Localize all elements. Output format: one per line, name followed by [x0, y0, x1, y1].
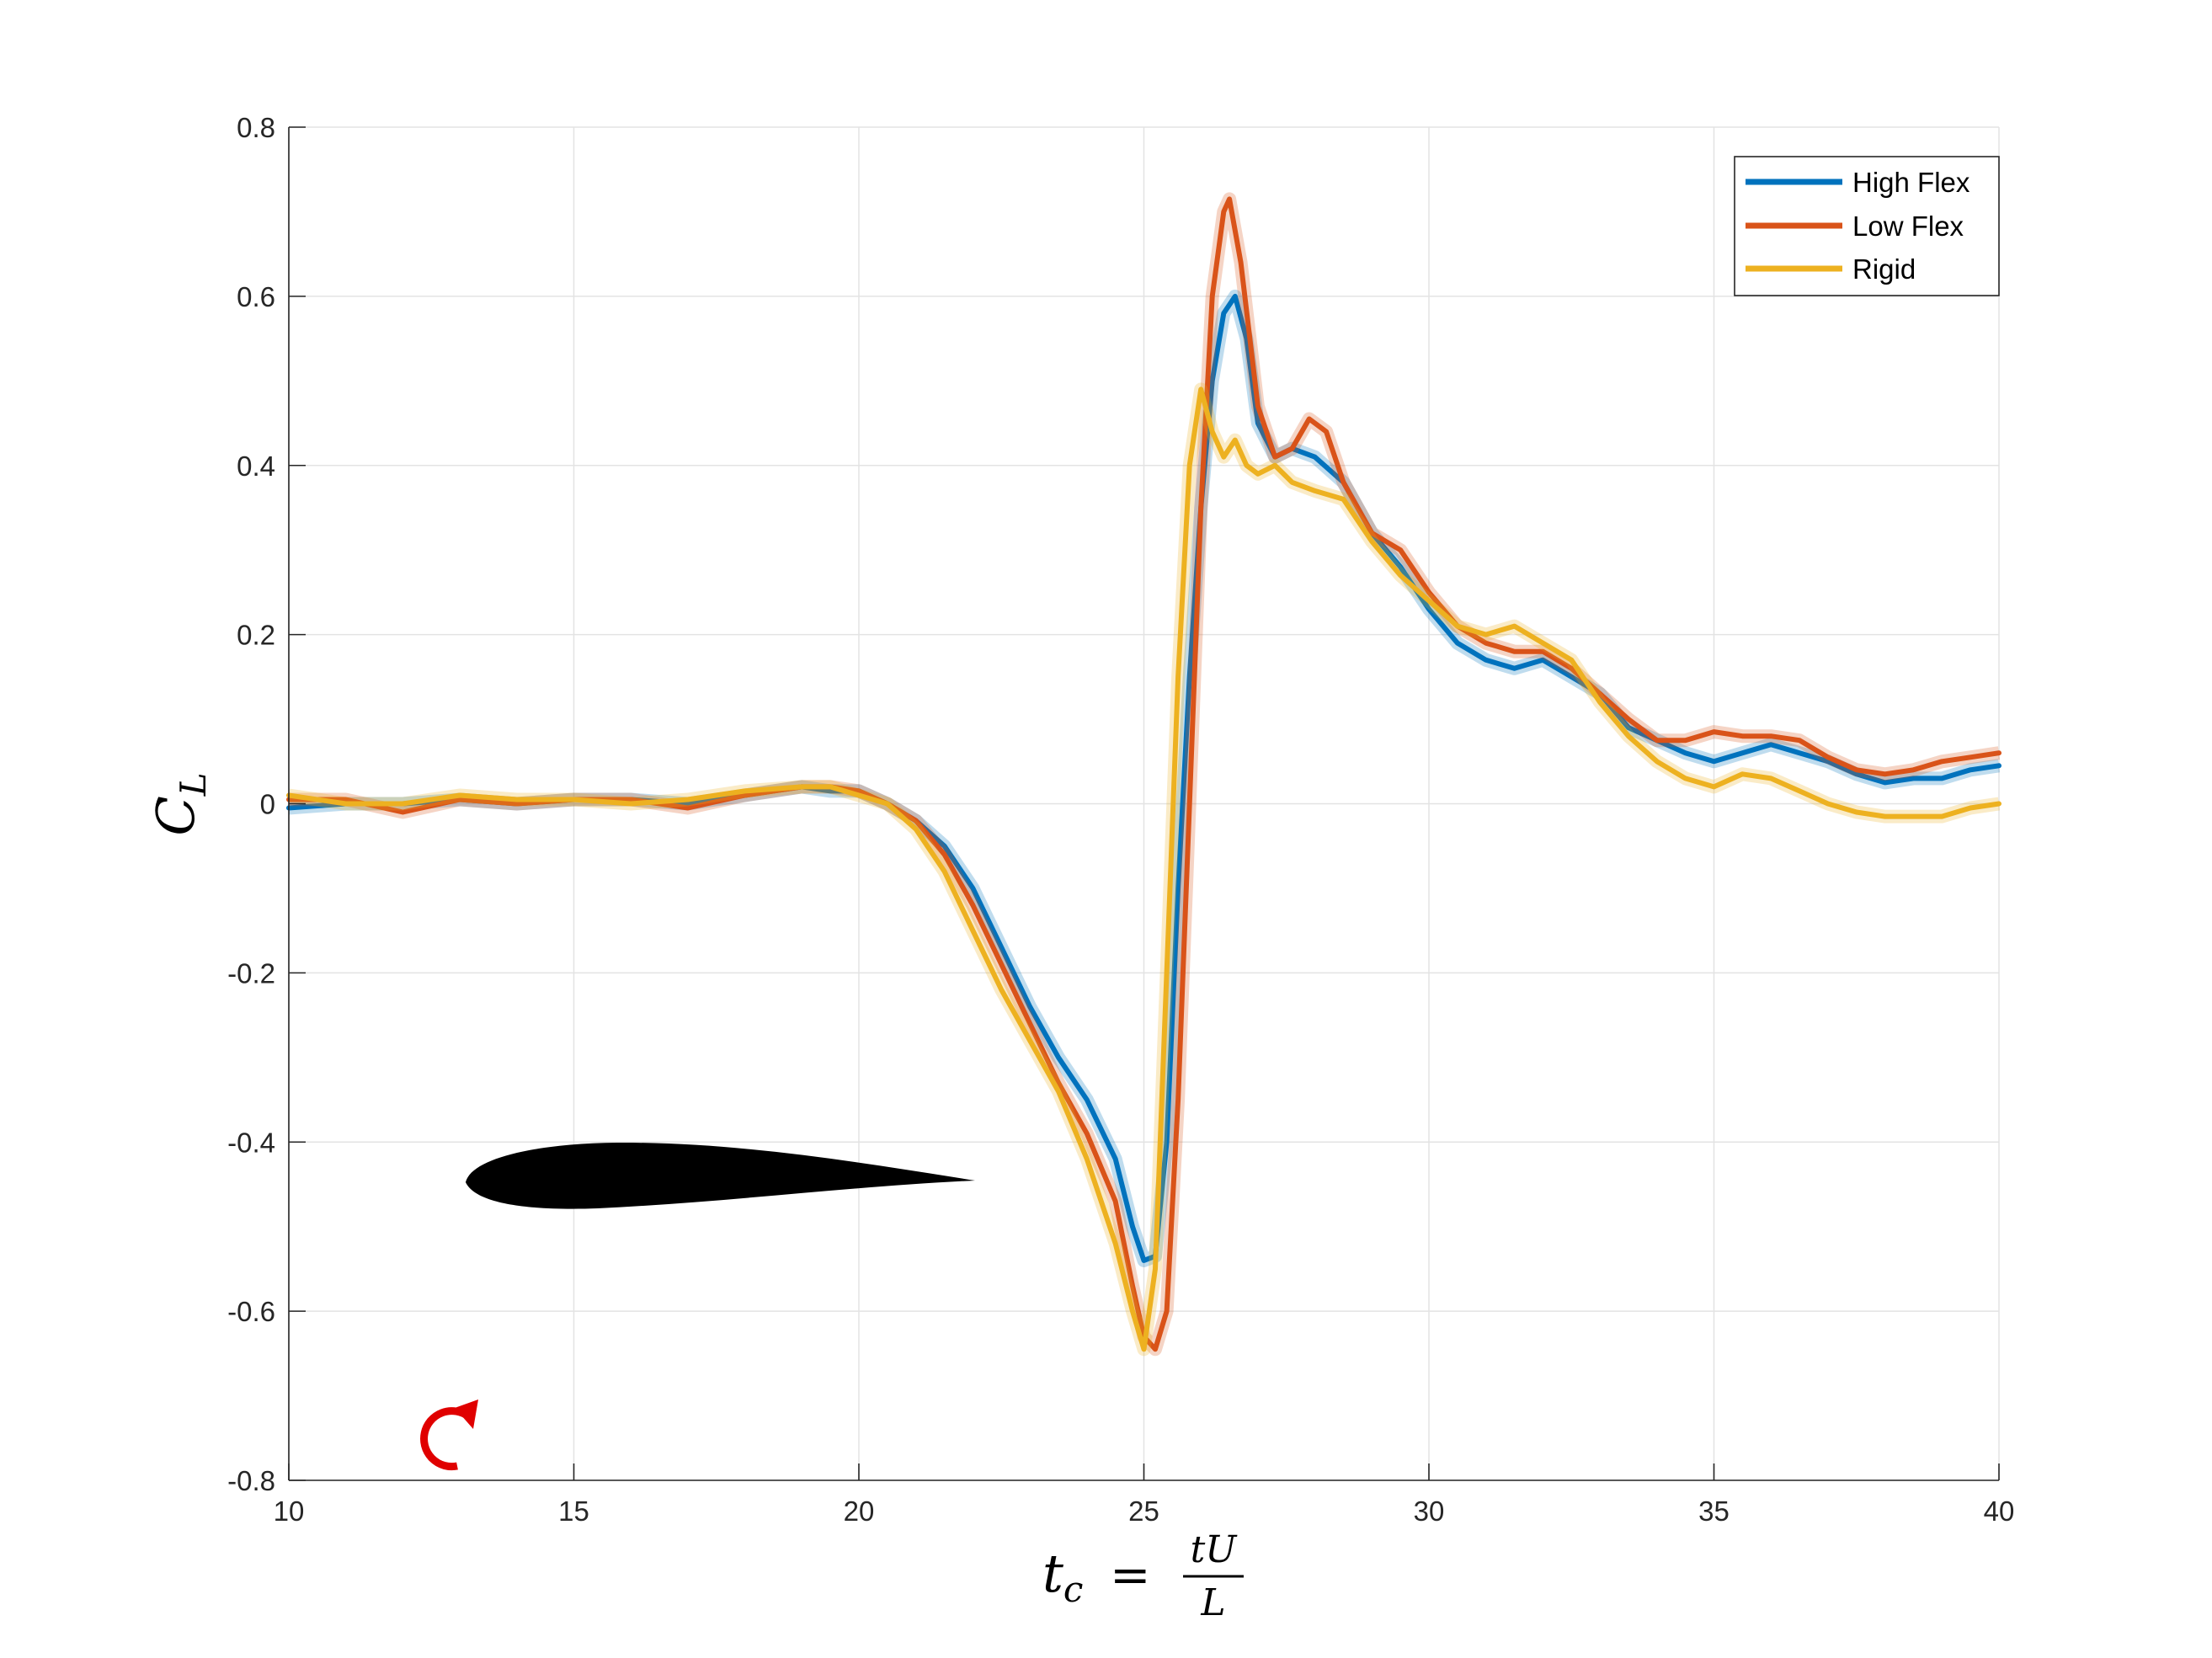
legend-label-high-flex: High Flex — [1852, 167, 1970, 198]
x-axis-title-denominator: L — [1200, 1581, 1225, 1624]
x-axis-title-equals: = — [1110, 1546, 1151, 1603]
y-axis-title-var: C — [145, 796, 206, 835]
series-line-high-flex — [286, 293, 2001, 1263]
x-tick-label: 15 — [558, 1495, 589, 1527]
x-tick-label: 35 — [1698, 1495, 1730, 1527]
tick-labels: 10 15 20 25 30 35 40 -0.8 -0.6 -0.4 -0.2 0 0.2 0.4 0.6… — [227, 112, 2014, 1527]
rotation-arrow-icon — [420, 1399, 478, 1471]
y-tick-label: 0.8 — [237, 112, 275, 143]
y-axis-title-sub: L — [173, 772, 214, 797]
axes — [288, 126, 2000, 1481]
y-axis-title: CL — [145, 772, 214, 835]
x-axis-title-var: t — [1042, 1543, 1063, 1604]
x-tick-label: 10 — [274, 1495, 305, 1527]
svg-text:tc: tc — [1042, 1543, 1083, 1610]
y-tick-label: 0.4 — [237, 450, 275, 482]
y-tick-label: 0.2 — [237, 620, 275, 651]
y-tick-label: -0.2 — [227, 957, 275, 989]
x-tick-label: 20 — [844, 1495, 875, 1527]
series-line-rigid — [286, 387, 2001, 1352]
y-tick-label: -0.8 — [227, 1465, 275, 1496]
series-layer — [286, 192, 2001, 1357]
airfoil-icon — [466, 1143, 975, 1209]
y-tick-label: 0.6 — [237, 281, 275, 312]
x-tick-label: 25 — [1128, 1495, 1159, 1527]
x-axis-title-sub: c — [1063, 1569, 1084, 1610]
y-tick-label: -0.4 — [227, 1127, 275, 1158]
y-tick-label: -0.6 — [227, 1296, 275, 1327]
x-tick-label: 40 — [1984, 1495, 2015, 1527]
x-axis-title: tc = tU L — [1042, 1528, 1244, 1624]
legend: High Flex Low Flex Rigid — [1734, 156, 2000, 296]
legend-label-low-flex: Low Flex — [1852, 211, 1964, 242]
svg-text:CL: CL — [145, 772, 214, 835]
y-tick-label: 0 — [260, 789, 275, 820]
legend-label-rigid: Rigid — [1852, 253, 1916, 285]
x-tick-label: 30 — [1414, 1495, 1445, 1527]
x-axis-title-numerator: tU — [1191, 1528, 1239, 1571]
